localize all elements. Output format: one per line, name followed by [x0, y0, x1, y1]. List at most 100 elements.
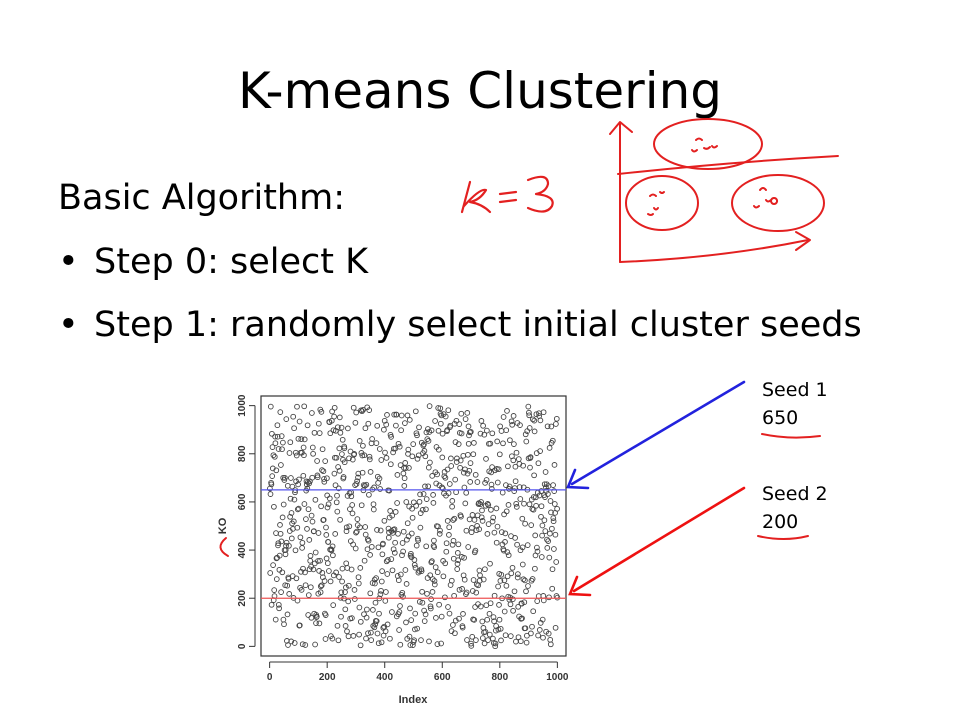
- seed-2-value: 200: [762, 511, 799, 533]
- data-point: [505, 502, 512, 508]
- data-point: [433, 615, 439, 621]
- data-point: [550, 518, 557, 525]
- data-point: [444, 466, 451, 473]
- data-point: [284, 638, 290, 644]
- data-point: [484, 427, 490, 434]
- data-point: [517, 496, 524, 502]
- data-point: [337, 429, 344, 436]
- x-axis-ticks: 0 200 400 600 800 1000: [267, 661, 569, 683]
- data-point: [528, 630, 534, 637]
- data-point: [399, 589, 406, 596]
- data-point: [427, 572, 434, 579]
- data-point: [354, 478, 360, 485]
- data-point: [469, 512, 476, 518]
- data-point: [278, 589, 284, 595]
- data-point: [415, 452, 422, 459]
- data-point: [378, 578, 385, 585]
- data-point: [332, 531, 339, 537]
- data-point: [464, 470, 471, 477]
- data-point: [426, 403, 433, 409]
- data-point: [330, 602, 337, 608]
- data-point: [383, 421, 390, 428]
- data-point: [286, 450, 293, 456]
- seed-1-arrow: [566, 380, 746, 490]
- data-point: [446, 532, 452, 538]
- data-point: [350, 404, 357, 411]
- data-point: [346, 455, 352, 462]
- data-point: [498, 571, 505, 578]
- data-point: [381, 417, 388, 424]
- data-point: [467, 460, 474, 466]
- data-point: [307, 557, 314, 564]
- data-point: [345, 425, 351, 432]
- data-point: [342, 606, 349, 613]
- data-point: [403, 581, 410, 587]
- data-point: [388, 434, 394, 440]
- data-point: [369, 436, 375, 442]
- data-point: [385, 557, 391, 563]
- data-point: [285, 642, 291, 648]
- data-point: [400, 470, 407, 477]
- data-point: [444, 427, 451, 433]
- data-point: [423, 429, 430, 436]
- data-point: [366, 407, 373, 413]
- data-point: [502, 539, 508, 545]
- data-point: [308, 512, 315, 519]
- data-point: [442, 560, 449, 567]
- data-point: [465, 423, 472, 430]
- data-point: [483, 477, 490, 483]
- data-point: [472, 471, 479, 478]
- data-point: [388, 556, 395, 562]
- data-point: [541, 517, 548, 524]
- data-point: [485, 502, 492, 508]
- data-point: [479, 518, 486, 524]
- data-point: [480, 576, 487, 583]
- data-point: [317, 583, 324, 590]
- data-point: [445, 407, 452, 414]
- data-point: [282, 547, 289, 553]
- data-point: [479, 635, 486, 641]
- data-point: [477, 572, 483, 579]
- data-point: [481, 431, 488, 438]
- data-point: [284, 611, 291, 618]
- data-point: [496, 451, 503, 458]
- data-point: [448, 577, 455, 584]
- data-point: [301, 403, 308, 410]
- data-point: [511, 488, 518, 494]
- data-point: [374, 527, 380, 533]
- data-point: [386, 487, 393, 494]
- data-point: [552, 624, 559, 631]
- data-point: [269, 444, 276, 450]
- data-point: [512, 463, 519, 470]
- data-point: [272, 433, 278, 440]
- data-point: [302, 582, 309, 589]
- data-point: [442, 594, 448, 601]
- data-point: [346, 523, 353, 530]
- bullet-step-1: • Step 1: randomly select initial cluster…: [58, 305, 862, 345]
- data-point: [305, 506, 312, 513]
- data-point: [425, 438, 432, 444]
- data-point: [436, 531, 443, 537]
- data-point: [328, 417, 335, 424]
- data-point: [273, 530, 279, 536]
- data-point: [366, 491, 372, 498]
- data-point: [404, 412, 411, 419]
- data-point: [419, 599, 426, 606]
- data-point: [434, 569, 441, 576]
- data-point: [335, 464, 341, 470]
- data-point: [340, 474, 347, 480]
- data-point: [385, 534, 392, 541]
- data-point: [552, 531, 559, 538]
- data-point: [473, 637, 479, 643]
- data-point: [468, 640, 474, 647]
- data-point: [397, 641, 404, 648]
- data-point: [285, 575, 292, 582]
- data-point: [427, 459, 433, 466]
- data-point: [484, 616, 491, 623]
- data-point: [338, 589, 345, 596]
- bullet-dot-icon: •: [58, 242, 79, 282]
- data-point: [527, 464, 533, 471]
- data-point: [335, 637, 342, 644]
- data-point: [549, 437, 556, 444]
- data-point: [387, 461, 394, 468]
